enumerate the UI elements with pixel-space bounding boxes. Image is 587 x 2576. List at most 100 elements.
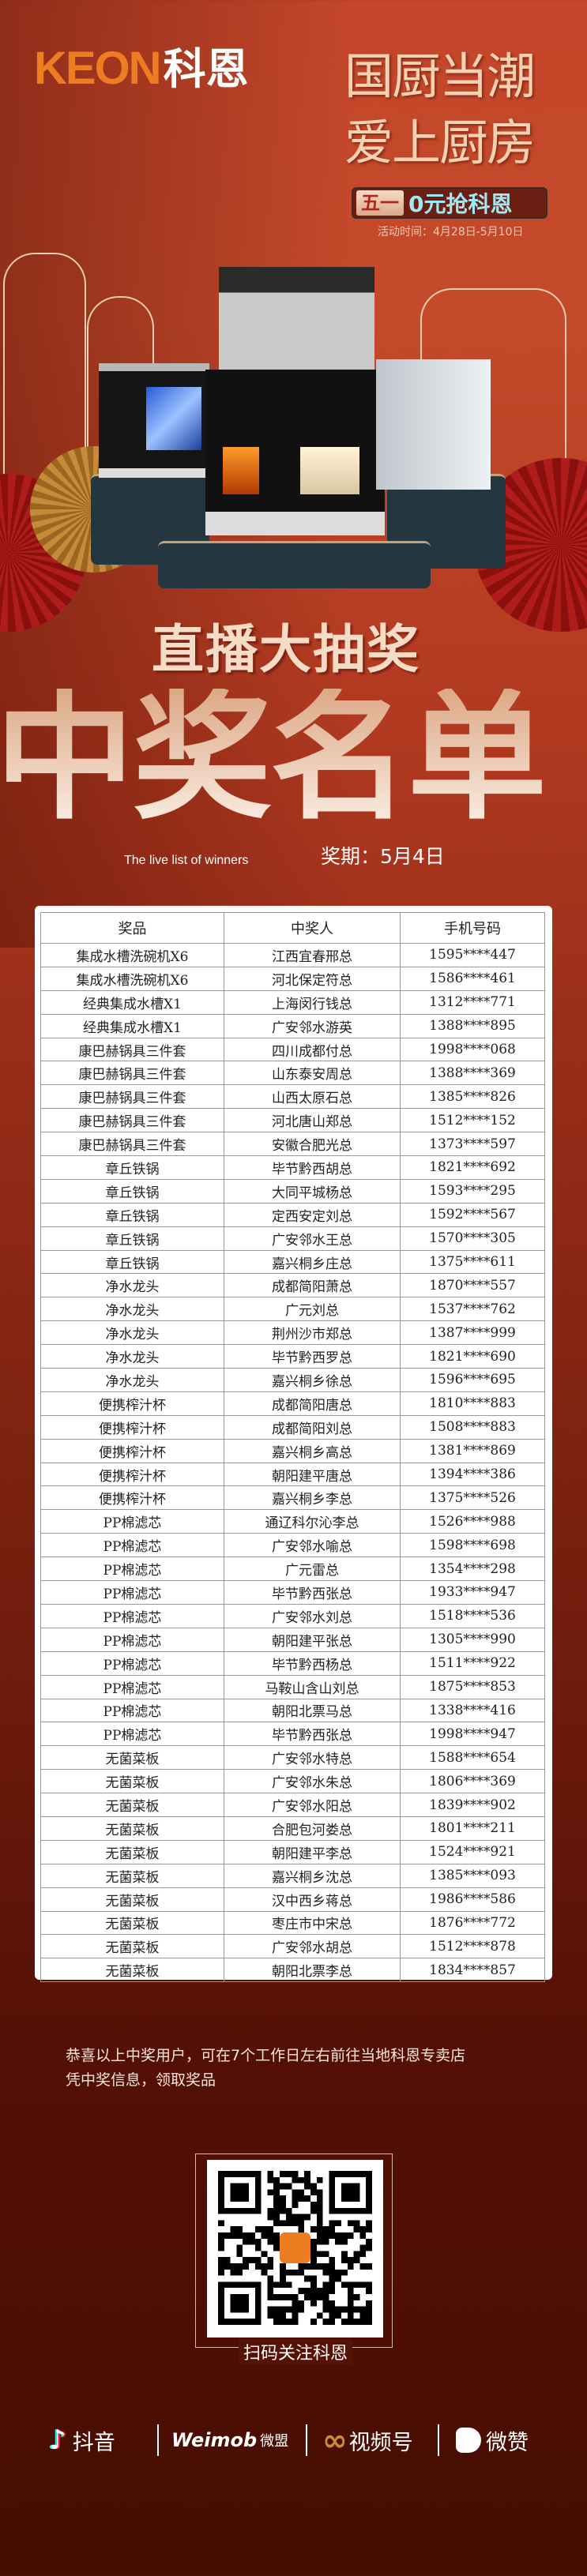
cell-winner: 通辽科尔沁李总 — [224, 1509, 401, 1534]
claim-note: 恭喜以上中奖用户，可在7个工作日左右前往当地科恩专卖店 凭中奖信息，领取奖品 — [66, 2044, 524, 2093]
cell-winner: 荆州沙市郑总 — [224, 1320, 401, 1346]
cell-prize: PP棉滤芯 — [40, 1698, 224, 1723]
table-row: 章丘铁锅 嘉兴桐乡庄总 1375****611 — [40, 1249, 545, 1275]
draw-period: 奖期：5月4日 — [321, 845, 445, 868]
cell-phone: 1387****999 — [400, 1320, 545, 1346]
cell-prize: 净水龙头 — [40, 1344, 224, 1369]
cell-winner: 河北保定符总 — [224, 966, 401, 991]
cell-prize: 净水龙头 — [40, 1273, 224, 1298]
table-row: 无菌菜板 汉中西乡蒋总 1986****586 — [40, 1887, 545, 1912]
hex-podium — [158, 541, 431, 588]
table-row: PP棉滤芯 马鞍山含山刘总 1875****853 — [40, 1674, 545, 1699]
cell-phone: 1394****386 — [400, 1462, 545, 1487]
cell-winner: 毕节黔西罗总 — [224, 1344, 401, 1369]
divider — [306, 2424, 307, 2456]
cell-prize: 无菌菜板 — [40, 1958, 224, 1983]
table-row: PP棉滤芯 广安邻水刘总 1518****536 — [40, 1603, 545, 1628]
cell-prize: 康巴赫锅具三件套 — [40, 1108, 224, 1133]
cell-prize: 康巴赫锅具三件套 — [40, 1084, 224, 1110]
header-phone: 手机号码 — [400, 912, 545, 944]
table-row: PP棉滤芯 毕节黔西张总 1998****947 — [40, 1722, 545, 1747]
claim-note-line-2: 凭中奖信息，领取奖品 — [66, 2071, 216, 2089]
table-row: 章丘铁锅 定西安定刘总 1592****567 — [40, 1202, 545, 1227]
cell-phone: 1986****586 — [400, 1887, 545, 1912]
cell-phone: 1385****826 — [400, 1084, 545, 1110]
divider — [438, 2424, 439, 2456]
cell-prize: 净水龙头 — [40, 1297, 224, 1322]
qr-code-icon[interactable] — [207, 2160, 383, 2338]
cell-phone: 1508****883 — [400, 1414, 545, 1440]
cell-winner: 朝阳北票李总 — [224, 1958, 401, 1983]
table-row: PP棉滤芯 毕节黔西张总 1933****947 — [40, 1580, 545, 1605]
header-winner: 中奖人 — [224, 912, 401, 944]
cell-prize: 经典集成水槽X1 — [40, 1013, 224, 1038]
cell-prize: PP棉滤芯 — [40, 1650, 224, 1676]
winners-list-title: 中奖名单 — [0, 689, 547, 828]
cell-prize: 净水龙头 — [40, 1368, 224, 1392]
table-row: 便携榨汁杯 嘉兴桐乡高总 1381****869 — [40, 1438, 545, 1463]
cell-prize: PP棉滤芯 — [40, 1509, 224, 1534]
divider — [157, 2424, 159, 2456]
cell-prize: 集成水槽洗碗机X6 — [40, 966, 224, 991]
cell-winner: 朝阳北票马总 — [224, 1698, 401, 1723]
cell-phone: 1821****692 — [400, 1155, 545, 1180]
cell-winner: 朝阳建平张总 — [224, 1627, 401, 1652]
cell-prize: 净水龙头 — [40, 1320, 224, 1346]
cell-prize: 章丘铁锅 — [40, 1226, 224, 1251]
hero-line-1: 国厨当潮 — [344, 47, 536, 105]
table-row: PP棉滤芯 朝阳建平张总 1305****990 — [40, 1627, 545, 1652]
cell-prize: PP棉滤芯 — [40, 1722, 224, 1747]
cell-prize: 无菌菜板 — [40, 1839, 224, 1864]
cell-winner: 成都简阳萧总 — [224, 1273, 401, 1298]
cell-winner: 毕节黔西杨总 — [224, 1650, 401, 1676]
range-hood — [219, 267, 374, 370]
table-row: 康巴赫锅具三件套 河北唐山郑总 1512****152 — [40, 1108, 545, 1133]
cell-winner: 成都简阳唐总 — [224, 1391, 401, 1416]
table-row: 经典集成水槽X1 广安邻水游英 1388****895 — [40, 1013, 545, 1038]
keon-logo: KEON科恩 — [34, 43, 249, 94]
cell-winner: 四川成都付总 — [224, 1037, 401, 1062]
header-prize: 奖品 — [40, 912, 224, 944]
cell-phone: 1875****853 — [400, 1674, 545, 1699]
cell-phone: 1354****298 — [400, 1556, 545, 1582]
cell-winner: 江西宜春邢总 — [224, 943, 401, 967]
weizan-icon — [456, 2428, 481, 2453]
cell-winner: 朝阳建平唐总 — [224, 1462, 401, 1487]
cell-prize: 无菌菜板 — [40, 1863, 224, 1888]
table-row: 康巴赫锅具三件套 四川成都付总 1998****068 — [40, 1037, 545, 1062]
weizan-logo: 微赞 — [456, 2424, 529, 2456]
cell-prize: 集成水槽洗碗机X6 — [40, 943, 224, 967]
cell-prize: 章丘铁锅 — [40, 1155, 224, 1180]
table-row: 便携榨汁杯 成都简阳唐总 1810****883 — [40, 1391, 545, 1416]
english-subtitle: The live list of winners — [124, 854, 249, 867]
table-row: 净水龙头 广元刘总 1537****762 — [40, 1297, 545, 1322]
table-row: PP棉滤芯 朝阳北票马总 1338****416 — [40, 1698, 545, 1723]
cell-winner: 嘉兴桐乡李总 — [224, 1485, 401, 1511]
cell-phone: 1806****369 — [400, 1769, 545, 1794]
cell-prize: 章丘铁锅 — [40, 1202, 224, 1227]
cell-prize: PP棉滤芯 — [40, 1533, 224, 1558]
cell-winner: 嘉兴桐乡高总 — [224, 1438, 401, 1463]
cell-winner: 定西安定刘总 — [224, 1202, 401, 1227]
cell-winner: 毕节黔西张总 — [224, 1580, 401, 1605]
cell-phone: 1512****152 — [400, 1108, 545, 1133]
cell-winner: 嘉兴桐乡徐总 — [224, 1368, 401, 1392]
cell-winner: 广安邻水特总 — [224, 1745, 401, 1771]
cell-phone: 1375****526 — [400, 1485, 545, 1511]
table-row: PP棉滤芯 通辽科尔沁李总 1526****988 — [40, 1509, 545, 1534]
cell-phone: 1593****295 — [400, 1178, 545, 1204]
cell-phone: 1570****305 — [400, 1226, 545, 1251]
cell-prize: 康巴赫锅具三件套 — [40, 1037, 224, 1062]
cell-phone: 1511****922 — [400, 1650, 545, 1676]
water-purifier — [376, 359, 491, 490]
cell-phone: 1810****883 — [400, 1391, 545, 1416]
cell-winner: 成都简阳刘总 — [224, 1414, 401, 1440]
table-row: 集成水槽洗碗机X6 江西宜春邢总 1595****447 — [40, 943, 545, 967]
table-row: 无菌菜板 广安邻水特总 1588****654 — [40, 1745, 545, 1771]
cell-prize: 无菌菜板 — [40, 1934, 224, 1959]
cell-winner: 广安邻水胡总 — [224, 1934, 401, 1959]
cell-prize: 无菌菜板 — [40, 1816, 224, 1841]
badge-right: 0元抢科恩 — [408, 191, 513, 217]
event-date: 活动时间：4月28日-5月10日 — [378, 226, 524, 238]
cell-winner: 广安邻水喻总 — [224, 1533, 401, 1558]
